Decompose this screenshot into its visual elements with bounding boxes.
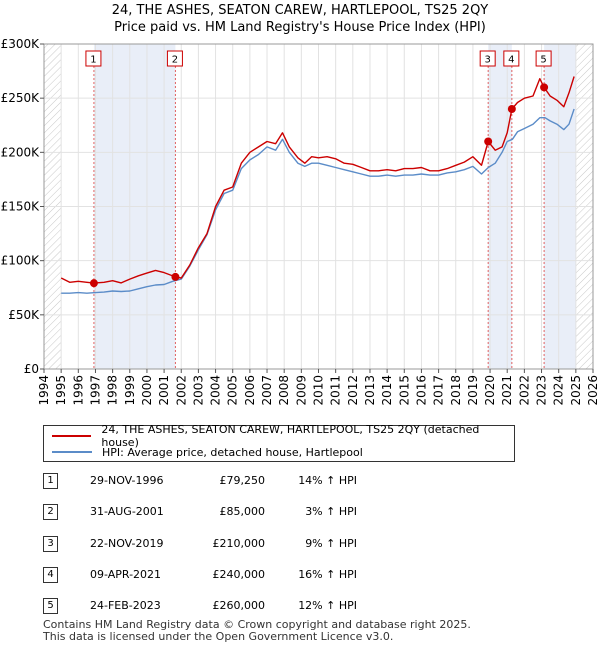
sale-number-badge: 5: [43, 598, 58, 614]
sale-point: [171, 272, 180, 281]
x-tick-label: 1998: [106, 375, 120, 406]
x-tick-label: 1995: [54, 375, 68, 406]
sale-date: 24-FEB-2023: [90, 599, 161, 612]
x-tick-label: 2024: [552, 375, 566, 406]
y-tick-label: £300K: [1, 37, 41, 51]
sale-hpi-diff: 3% ↑ HPI: [305, 505, 357, 518]
x-tick-label: 2003: [191, 375, 205, 406]
x-tick-label: 1996: [71, 375, 85, 406]
sale-price: £79,250: [219, 474, 266, 487]
x-tick-label: 2015: [397, 375, 411, 406]
x-tick-label: 2021: [500, 375, 514, 406]
x-tick-label: 2006: [243, 375, 257, 406]
sale-hpi-diff: 16% ↑ HPI: [298, 568, 357, 581]
sale-hpi-diff: 9% ↑ HPI: [305, 537, 357, 550]
legend-label-property: 24, THE ASHES, SEATON CAREW, HARTLEPOOL,…: [101, 423, 480, 449]
sale-date: 22-NOV-2019: [90, 537, 164, 550]
series-line-property: [60, 76, 575, 284]
y-tick-label: £200K: [1, 145, 41, 159]
sale-price: £210,000: [212, 537, 266, 550]
y-tick-label: £50K: [8, 308, 40, 322]
sale-row: 1 29-NOV-1996 £79,250 14% ↑ HPI: [43, 470, 403, 490]
sale-label-box: [85, 50, 102, 67]
x-tick-label: 2018: [449, 375, 463, 406]
sale-number-badge: 1: [43, 473, 58, 489]
sale-date: 09-APR-2021: [90, 568, 162, 581]
sale-label-box: [503, 50, 520, 67]
sale-price: £240,000: [212, 568, 266, 581]
legend-swatch-hpi: [52, 451, 92, 453]
y-tick-label: £250K: [1, 91, 41, 105]
x-tick-label: 1994: [37, 375, 51, 406]
x-tick-label: 2004: [209, 375, 223, 406]
legend-label-hpi: HPI: Average price, detached house, Hart…: [102, 445, 363, 459]
legend-swatch-property: [52, 435, 92, 437]
legend: 24, THE ASHES, SEATON CAREW, HARTLEPOOL,…: [43, 423, 515, 462]
x-tick-label: 2007: [260, 375, 274, 406]
x-tick-label: 2019: [466, 375, 480, 406]
y-tick-label: £150K: [1, 200, 41, 214]
sale-point: [484, 137, 493, 146]
x-tick-label: 2012: [346, 375, 360, 406]
sale-point: [507, 105, 516, 113]
x-tick-label: 2020: [483, 375, 497, 406]
sale-point: [89, 279, 98, 288]
legend-item-hpi: HPI: Average price, detached house, Hart…: [52, 444, 363, 460]
y-tick-label: £100K: [1, 254, 41, 268]
x-tick-label: 2023: [535, 375, 549, 406]
sale-number-badge: 2: [43, 504, 58, 520]
sale-price: £260,000: [212, 599, 266, 612]
sale-row: 3 22-NOV-2019 £210,000 9% ↑ HPI: [43, 533, 403, 553]
sale-label-box: [535, 50, 552, 67]
chart-subtitle: Price paid vs. HM Land Registry's House …: [114, 20, 486, 35]
x-tick-label: 2016: [414, 375, 428, 406]
sale-point: [540, 83, 549, 92]
x-tick-label: 2009: [294, 375, 308, 406]
sale-label-box: [479, 50, 496, 67]
x-tick-label: 2011: [329, 375, 343, 406]
x-tick-label: 2008: [277, 375, 291, 406]
chart-title: 24, THE ASHES, SEATON CAREW, HARTLEPOOL,…: [111, 3, 489, 18]
y-tick-label: £0: [24, 362, 39, 376]
sale-label-number: 5: [540, 55, 546, 66]
x-tick-label: 2025: [569, 375, 583, 406]
sale-date: 29-NOV-1996: [90, 474, 164, 487]
legend-item-property: 24, THE ASHES, SEATON CAREW, HARTLEPOOL,…: [52, 423, 514, 449]
sale-label-number: 3: [484, 55, 490, 66]
sale-hpi-diff: 14% ↑ HPI: [298, 474, 357, 487]
x-tick-label: 2002: [174, 375, 188, 406]
x-tick-label: 2010: [312, 375, 326, 406]
x-tick-label: 2026: [586, 375, 600, 406]
x-tick-label: 2017: [432, 375, 446, 406]
x-tick-label: 2013: [363, 375, 377, 406]
sale-price: £85,000: [219, 505, 266, 518]
x-tick-label: 2005: [226, 375, 240, 406]
x-tick-label: 1999: [123, 375, 137, 406]
sale-date: 31-AUG-2001: [90, 505, 164, 518]
x-tick-label: 2001: [157, 375, 171, 406]
x-tick-label: 2014: [380, 375, 394, 406]
sale-row: 5 24-FEB-2023 £260,000 12% ↑ HPI: [43, 595, 403, 615]
sale-label-number: 2: [172, 55, 178, 66]
sale-label-number: 4: [508, 55, 514, 66]
series-line-hpi: [61, 108, 575, 294]
sale-label-box: [166, 50, 183, 67]
x-tick-label: 2022: [517, 375, 531, 406]
sale-row: 2 31-AUG-2001 £85,000 3% ↑ HPI: [43, 501, 403, 521]
x-tick-label: 2000: [140, 375, 154, 406]
x-tick-label: 1997: [88, 375, 102, 406]
sale-label-number: 1: [90, 55, 96, 66]
sale-hpi-diff: 12% ↑ HPI: [298, 599, 357, 612]
sale-row: 4 09-APR-2021 £240,000 16% ↑ HPI: [43, 564, 403, 584]
footer-licence: This data is licensed under the Open Gov…: [43, 630, 394, 643]
sale-number-badge: 4: [43, 567, 58, 583]
footer-copyright: Contains HM Land Registry data © Crown c…: [43, 618, 471, 631]
sale-number-badge: 3: [43, 536, 58, 552]
